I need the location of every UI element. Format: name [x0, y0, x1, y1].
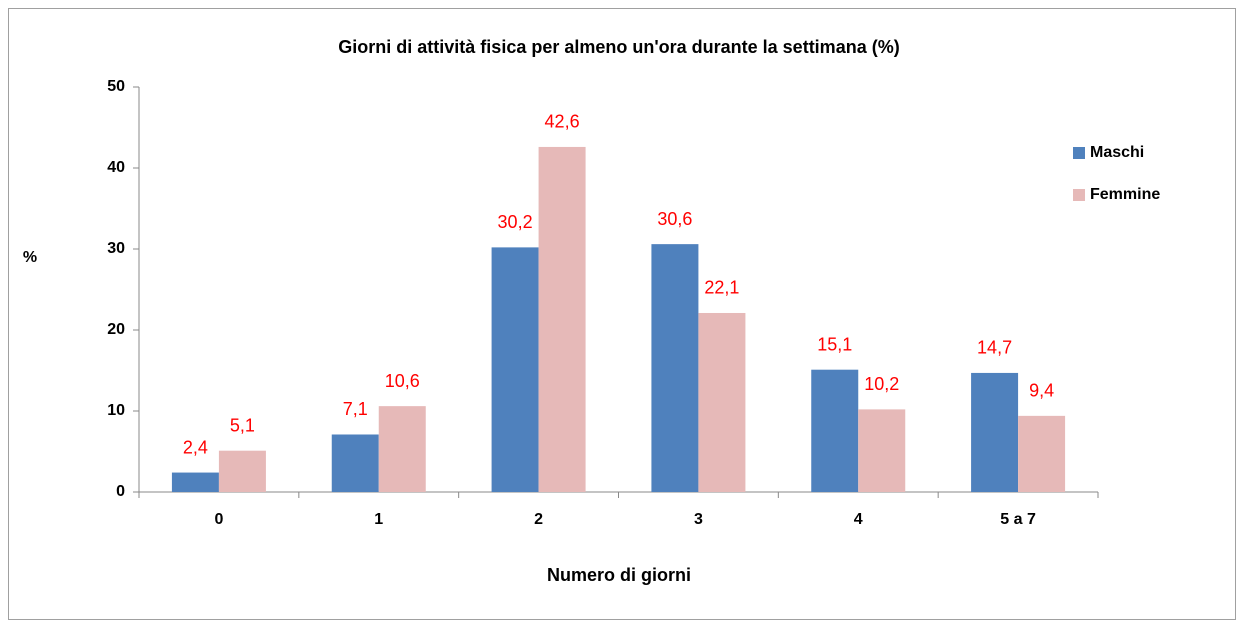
- legend-swatch: [1073, 189, 1085, 201]
- value-label: 42,6: [545, 112, 580, 132]
- x-tick-label: 3: [694, 511, 703, 528]
- bar: [1018, 415, 1066, 492]
- x-tick-label: 4: [854, 511, 863, 528]
- value-label: 10,2: [864, 374, 899, 394]
- x-tick-label: 5 a 7: [1000, 511, 1036, 528]
- legend-label: Femmine: [1090, 186, 1160, 203]
- y-tick-label: 30: [107, 240, 125, 257]
- value-label: 30,2: [498, 212, 533, 232]
- bar: [331, 434, 379, 492]
- bar: [538, 146, 586, 492]
- y-tick-label: 40: [107, 159, 125, 176]
- y-tick-label: 50: [107, 78, 125, 95]
- x-axis-title: Numero di giorni: [547, 565, 691, 585]
- y-tick-label: 20: [107, 321, 125, 338]
- bar: [218, 450, 266, 492]
- value-label: 30,6: [657, 209, 692, 229]
- value-label: 9,4: [1029, 381, 1054, 401]
- bar: [858, 409, 906, 492]
- value-label: 5,1: [230, 415, 255, 435]
- bar: [171, 472, 219, 492]
- value-label: 14,7: [977, 338, 1012, 358]
- bar: [651, 244, 699, 492]
- value-label: 7,1: [343, 399, 368, 419]
- value-label: 15,1: [817, 334, 852, 354]
- chart-title: Giorni di attività fisica per almeno un'…: [338, 37, 899, 57]
- x-tick-label: 0: [214, 511, 223, 528]
- value-label: 2,4: [183, 437, 208, 457]
- bar: [971, 372, 1019, 492]
- value-label: 10,6: [385, 371, 420, 391]
- bar: [491, 247, 539, 492]
- legend-swatch: [1073, 147, 1085, 159]
- legend-label: Maschi: [1090, 144, 1144, 161]
- bar: [698, 312, 746, 492]
- y-tick-label: 10: [107, 402, 125, 419]
- y-tick-label: 0: [116, 483, 125, 500]
- value-label: 22,1: [704, 278, 739, 298]
- bar: [378, 406, 426, 492]
- bar: [811, 369, 859, 492]
- x-tick-label: 2: [534, 511, 543, 528]
- x-tick-label: 1: [374, 511, 383, 528]
- y-axis-title: %: [23, 249, 37, 266]
- chart-border: [8, 8, 1236, 620]
